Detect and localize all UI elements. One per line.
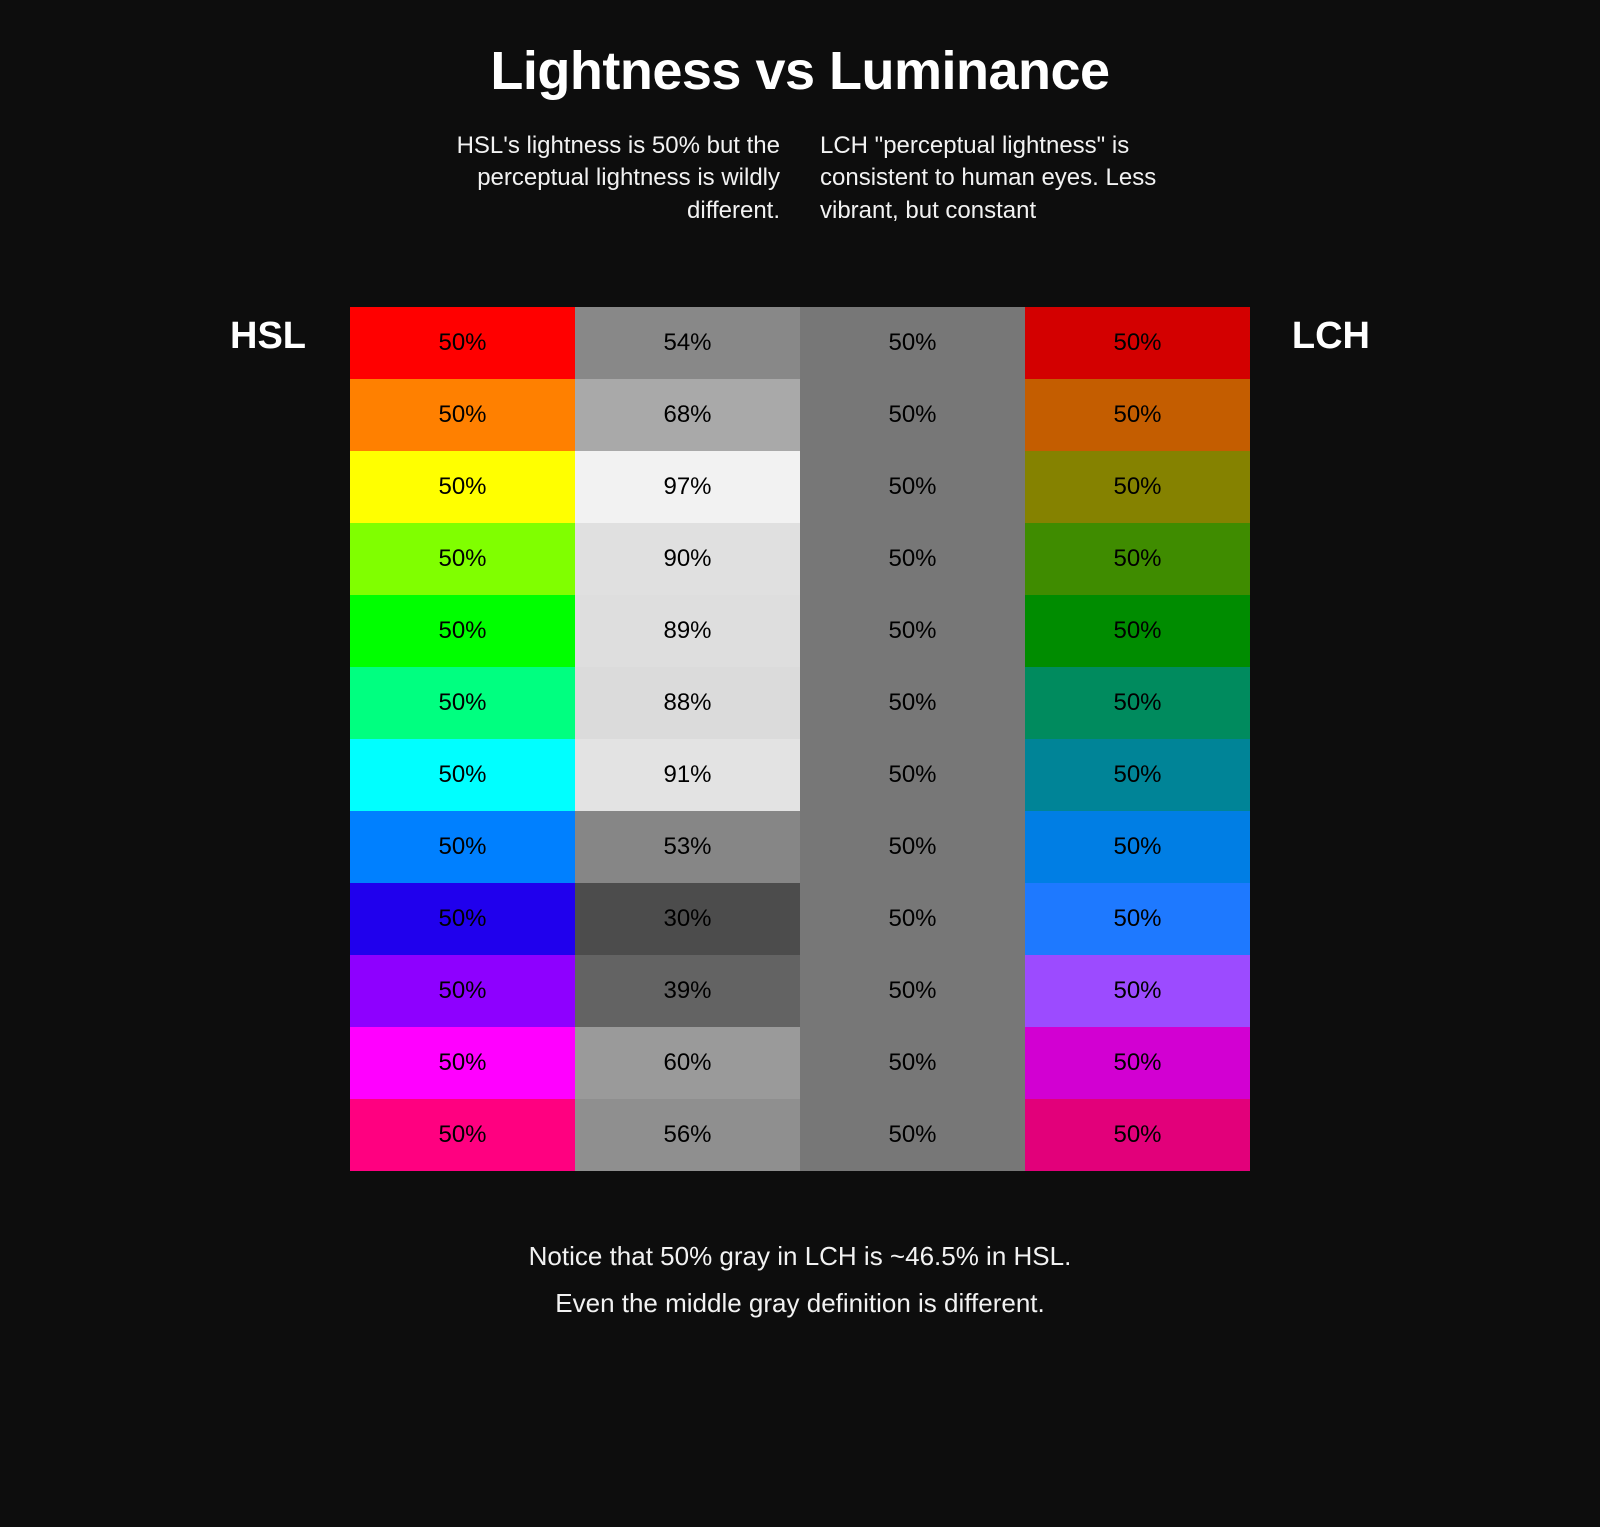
hsl-color-cell: 50% bbox=[350, 811, 575, 883]
lch-color-cell: 50% bbox=[1025, 1099, 1250, 1171]
hsl-gray-cell: 53% bbox=[575, 811, 800, 883]
label-hsl: HSL bbox=[130, 307, 350, 358]
subhead-lch: LCH "perceptual lightness" is consistent… bbox=[820, 130, 1200, 227]
grid-row: 50%88%50%50% bbox=[350, 667, 1250, 739]
lch-gray-cell: 50% bbox=[800, 667, 1025, 739]
hsl-gray-cell: 91% bbox=[575, 739, 800, 811]
hsl-gray-cell: 39% bbox=[575, 955, 800, 1027]
hsl-color-cell: 50% bbox=[350, 667, 575, 739]
hsl-color-cell: 50% bbox=[350, 523, 575, 595]
hsl-color-cell: 50% bbox=[350, 955, 575, 1027]
lch-gray-cell: 50% bbox=[800, 955, 1025, 1027]
lch-gray-cell: 50% bbox=[800, 379, 1025, 451]
lch-gray-cell: 50% bbox=[800, 451, 1025, 523]
grid-row: 50%91%50%50% bbox=[350, 739, 1250, 811]
grid-row: 50%97%50%50% bbox=[350, 451, 1250, 523]
footer-notes: Notice that 50% gray in LCH is ~46.5% in… bbox=[0, 1241, 1600, 1319]
lch-gray-cell: 50% bbox=[800, 1099, 1025, 1171]
hsl-gray-cell: 54% bbox=[575, 307, 800, 379]
lch-color-cell: 50% bbox=[1025, 739, 1250, 811]
lch-gray-cell: 50% bbox=[800, 307, 1025, 379]
hsl-color-cell: 50% bbox=[350, 379, 575, 451]
hsl-gray-cell: 60% bbox=[575, 1027, 800, 1099]
footer-line-1: Notice that 50% gray in LCH is ~46.5% in… bbox=[0, 1241, 1600, 1272]
subhead-hsl: HSL's lightness is 50% but the perceptua… bbox=[400, 130, 780, 227]
lch-color-cell: 50% bbox=[1025, 451, 1250, 523]
grid-row: 50%53%50%50% bbox=[350, 811, 1250, 883]
lch-color-cell: 50% bbox=[1025, 307, 1250, 379]
hsl-color-cell: 50% bbox=[350, 1099, 575, 1171]
grid-row: 50%68%50%50% bbox=[350, 379, 1250, 451]
grid-row: 50%60%50%50% bbox=[350, 1027, 1250, 1099]
hsl-gray-cell: 89% bbox=[575, 595, 800, 667]
hsl-gray-cell: 90% bbox=[575, 523, 800, 595]
page-title: Lightness vs Luminance bbox=[0, 40, 1600, 102]
lch-color-cell: 50% bbox=[1025, 955, 1250, 1027]
lch-color-cell: 50% bbox=[1025, 667, 1250, 739]
grid-row: 50%54%50%50% bbox=[350, 307, 1250, 379]
hsl-color-cell: 50% bbox=[350, 1027, 575, 1099]
lch-color-cell: 50% bbox=[1025, 1027, 1250, 1099]
lch-gray-cell: 50% bbox=[800, 523, 1025, 595]
lch-color-cell: 50% bbox=[1025, 379, 1250, 451]
lch-gray-cell: 50% bbox=[800, 1027, 1025, 1099]
hsl-gray-cell: 88% bbox=[575, 667, 800, 739]
grid-row: 50%89%50%50% bbox=[350, 595, 1250, 667]
hsl-gray-cell: 30% bbox=[575, 883, 800, 955]
hsl-color-cell: 50% bbox=[350, 739, 575, 811]
grid-row: 50%39%50%50% bbox=[350, 955, 1250, 1027]
hsl-gray-cell: 68% bbox=[575, 379, 800, 451]
main-row: HSL 50%54%50%50%50%68%50%50%50%97%50%50%… bbox=[0, 307, 1600, 1171]
grid-row: 50%90%50%50% bbox=[350, 523, 1250, 595]
hsl-color-cell: 50% bbox=[350, 451, 575, 523]
footer-line-2: Even the middle gray definition is diffe… bbox=[0, 1288, 1600, 1319]
color-grid: 50%54%50%50%50%68%50%50%50%97%50%50%50%9… bbox=[350, 307, 1250, 1171]
hsl-gray-cell: 56% bbox=[575, 1099, 800, 1171]
hsl-color-cell: 50% bbox=[350, 307, 575, 379]
grid-row: 50%30%50%50% bbox=[350, 883, 1250, 955]
lch-color-cell: 50% bbox=[1025, 883, 1250, 955]
lch-color-cell: 50% bbox=[1025, 595, 1250, 667]
lch-gray-cell: 50% bbox=[800, 739, 1025, 811]
lch-color-cell: 50% bbox=[1025, 811, 1250, 883]
lch-gray-cell: 50% bbox=[800, 595, 1025, 667]
subhead-row: HSL's lightness is 50% but the perceptua… bbox=[0, 130, 1600, 227]
lch-color-cell: 50% bbox=[1025, 523, 1250, 595]
lch-gray-cell: 50% bbox=[800, 883, 1025, 955]
grid-row: 50%56%50%50% bbox=[350, 1099, 1250, 1171]
hsl-color-cell: 50% bbox=[350, 883, 575, 955]
hsl-color-cell: 50% bbox=[350, 595, 575, 667]
label-lch: LCH bbox=[1250, 307, 1470, 358]
lch-gray-cell: 50% bbox=[800, 811, 1025, 883]
hsl-gray-cell: 97% bbox=[575, 451, 800, 523]
